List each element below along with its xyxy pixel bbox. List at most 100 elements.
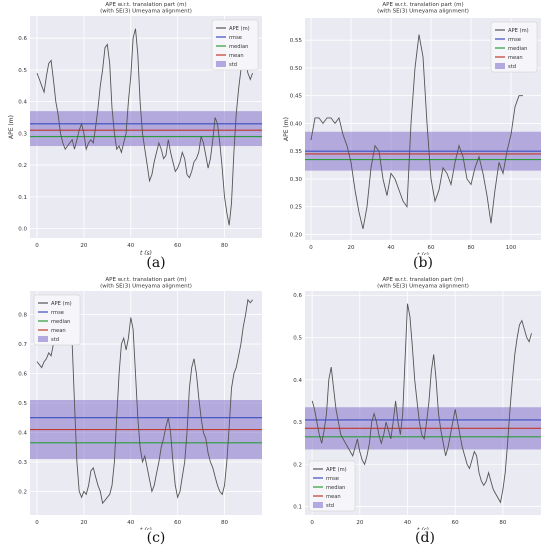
legend-label: APE (m) [229, 26, 250, 32]
y-axis-label: APE (m) [8, 115, 15, 139]
x-tick-label: 20 [80, 243, 87, 249]
legend-label: std [229, 62, 237, 68]
legend-label: mean [229, 53, 244, 59]
y-tick-label: 0.0 [18, 226, 27, 232]
caption-a: (a) [146, 255, 166, 271]
legend-label: std [51, 337, 59, 343]
legend: APE (m) rmse median mean std [490, 21, 538, 73]
y-tick-label: 0.1 [18, 195, 27, 201]
x-tick-label: 80 [221, 243, 228, 249]
x-tick-label: 40 [127, 520, 134, 526]
legend-label: std [508, 64, 516, 70]
x-tick-label: 100 [506, 245, 517, 251]
legend-box [211, 19, 259, 71]
legend-label: std [326, 503, 334, 509]
x-tick-label: 20 [356, 520, 363, 526]
y-tick-label: 0.7 [18, 342, 27, 348]
legend-label: median [229, 44, 248, 50]
y-tick-label: 0.20 [290, 232, 303, 238]
chart-panel-b: 0 20 40 60 80 100 0.20 0.25 0.30 0.35 0.40 0.45 0.50… [275, 0, 550, 255]
legend-label: median [508, 46, 527, 52]
std-band [30, 111, 262, 147]
y-axis-label: APE (m) [283, 117, 290, 141]
legend-label: rmse [51, 310, 64, 316]
legend-label: rmse [229, 35, 242, 41]
y-tick-label: 0.8 [18, 313, 27, 319]
caption-c: (c) [146, 530, 166, 546]
legend: APE (m) rmse median mean std [308, 460, 356, 512]
y-tick-label: 0.4 [18, 100, 27, 106]
legend-swatch-std [313, 502, 323, 508]
ape-series-line [36, 28, 254, 226]
chart-title: APE w.r.t. translation part (m) [105, 277, 186, 283]
y-tick-label: 0.25 [290, 205, 303, 211]
legend-label: rmse [326, 476, 339, 482]
ape-chart-c: 0 20 40 60 80 0.2 0.3 0.4 0.5 0.6 0.7 0.8 t (s) APE w… [18, 277, 262, 530]
x-tick-label: 80 [499, 520, 506, 526]
y-tick-label: 0.1 [293, 505, 302, 511]
x-tick-label: 0 [35, 520, 39, 526]
y-tick-label: 0.6 [293, 293, 302, 299]
legend-label: median [51, 319, 70, 325]
x-tick-label: 0 [310, 520, 314, 526]
chart-panel-a: 0 20 40 60 80 0.0 0.1 0.2 0.3 0.4 0.5 0.6 t (s) APE (… [0, 0, 275, 255]
y-tick-label: 0.50 [290, 66, 303, 72]
legend-box [33, 294, 81, 346]
caption-d: (d) [415, 530, 435, 546]
x-tick-label: 40 [127, 243, 134, 249]
legend-label: rmse [508, 37, 521, 43]
y-tick-label: 0.3 [293, 420, 302, 426]
ape-series-line [36, 298, 253, 505]
y-tick-label: 0.45 [290, 94, 303, 100]
legend-label: APE (m) [51, 301, 72, 307]
y-tick-label: 0.6 [18, 36, 27, 42]
x-tick-label: 60 [452, 520, 459, 526]
ape-chart-b: 0 20 40 60 80 100 0.20 0.25 0.30 0.35 0.40 0.45 0.50… [283, 2, 541, 255]
x-tick-label: 0 [309, 245, 313, 251]
legend: APE (m) rmse median mean std [211, 19, 259, 71]
legend-box [308, 460, 356, 512]
legend-swatch-std [38, 336, 48, 342]
x-axis-label: t (s) [140, 250, 152, 255]
legend-label: APE (m) [508, 28, 529, 34]
x-tick-label: 80 [221, 520, 228, 526]
caption-b: (b) [413, 255, 433, 271]
y-tick-label: 0.2 [18, 163, 27, 169]
x-tick-label: 40 [404, 520, 411, 526]
y-tick-label: 0.30 [290, 177, 303, 183]
y-tick-label: 0.5 [293, 335, 302, 341]
legend-swatch-std [495, 63, 505, 69]
chart-panel-d: 0 20 40 60 80 0.1 0.2 0.3 0.4 0.5 0.6 t (s) APE w.r.… [275, 275, 550, 530]
chart-panel-c: 0 20 40 60 80 0.2 0.3 0.4 0.5 0.6 0.7 0.8 t (s) APE w… [0, 275, 275, 530]
ape-series-line [311, 303, 532, 504]
y-tick-label: 0.55 [290, 38, 303, 44]
y-tick-label: 0.6 [18, 372, 27, 378]
y-tick-label: 0.2 [293, 462, 302, 468]
legend-label: APE (m) [326, 467, 347, 473]
y-tick-label: 0.4 [18, 430, 27, 436]
y-tick-label: 0.3 [18, 460, 27, 466]
x-axis-label: t (s) [417, 252, 429, 255]
legend-label: mean [51, 328, 66, 334]
x-tick-label: 0 [35, 243, 39, 249]
x-tick-label: 60 [174, 243, 181, 249]
ape-series-line [310, 34, 523, 230]
y-tick-label: 0.4 [293, 378, 302, 384]
y-tick-label: 0.5 [18, 68, 27, 74]
y-tick-label: 0.5 [18, 401, 27, 407]
y-tick-label: 0.2 [18, 489, 27, 495]
chart-title: APE w.r.t. translation part (m) [382, 277, 463, 283]
chart-subtitle: (with SE(3) Umeyama alignment) [377, 284, 469, 290]
legend-swatch-std [216, 61, 226, 67]
legend-box [490, 21, 538, 73]
y-tick-label: 0.35 [290, 149, 303, 155]
x-tick-label: 40 [388, 245, 395, 251]
x-tick-label: 20 [80, 520, 87, 526]
chart-subtitle: (with SE(3) Umeyama alignment) [377, 9, 469, 15]
x-axis-label: t (s) [417, 527, 429, 530]
legend-label: mean [508, 55, 523, 61]
legend-label: mean [326, 494, 341, 500]
x-tick-label: 60 [428, 245, 435, 251]
legend: APE (m) rmse median mean std [33, 294, 81, 346]
x-tick-label: 80 [468, 245, 475, 251]
